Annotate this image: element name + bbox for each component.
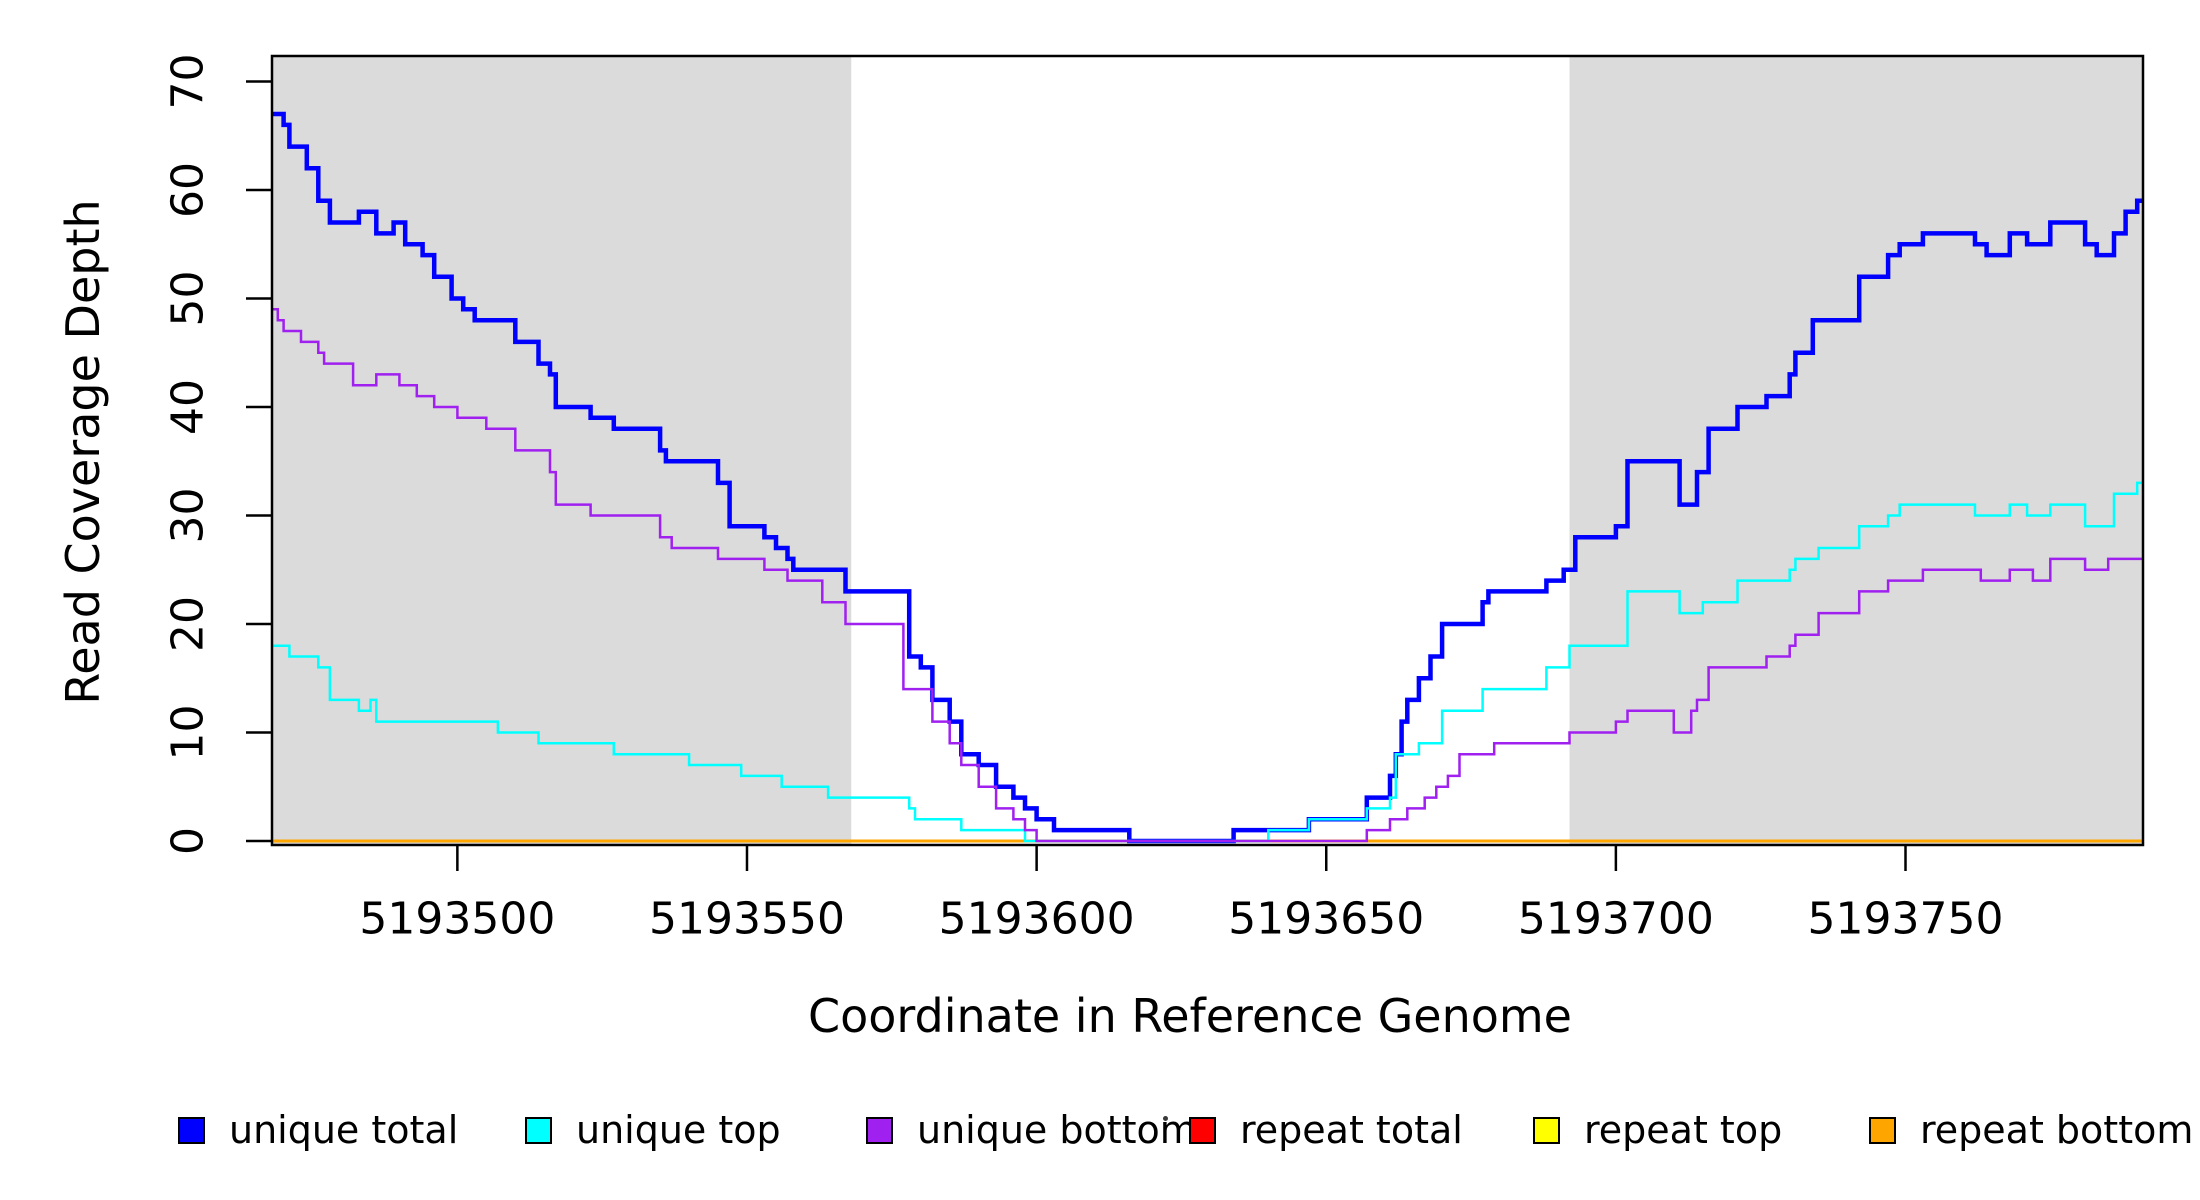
series-unique-top-line (272, 481, 2143, 843)
legend-item-repeat-bottom: repeat bottom (1869, 1108, 2193, 1152)
legend-swatch-unique-top (525, 1116, 552, 1144)
legend-label: repeat total (1240, 1108, 1463, 1152)
legend-item-unique-top: unique top (525, 1108, 781, 1152)
x-tick-label: 5193750 (1808, 893, 2004, 944)
legend-label: repeat bottom (1920, 1108, 2194, 1152)
shaded-region (1569, 56, 2143, 845)
x-tick-label: 5193550 (649, 893, 845, 944)
legend-label: unique bottom (917, 1108, 1197, 1152)
y-tick-label: 20 (162, 596, 213, 652)
legend-label: unique top (576, 1108, 781, 1152)
plot-border (270, 54, 2145, 847)
x-axis-title: Coordinate in Reference Genome (808, 989, 1572, 1043)
legend-swatch-repeat-top (1533, 1116, 1560, 1144)
legend-label: repeat top (1584, 1108, 1783, 1152)
legend-swatch-unique-total (178, 1116, 205, 1144)
legend-item-repeat-total: repeat total (1189, 1108, 1463, 1152)
y-tick-label: 10 (162, 704, 213, 760)
legend-swatch-unique-bottom (866, 1116, 893, 1144)
x-tick-label: 5193500 (359, 893, 555, 944)
x-tick-label: 5193700 (1518, 893, 1714, 944)
y-tick-label: 60 (162, 162, 213, 218)
series-unique-bottom-line (272, 308, 2143, 843)
legend-item-unique-total: unique total (178, 1108, 458, 1152)
stray-dot (1163, 1116, 1168, 1121)
legend-item-unique-bottom: unique bottom (866, 1108, 1197, 1152)
series-unique-total-line (272, 111, 2143, 844)
legend-label: unique total (229, 1108, 459, 1152)
y-axis-title: Read Coverage Depth (56, 199, 110, 705)
legend-item-repeat-top: repeat top (1533, 1108, 1782, 1152)
legend-swatch-repeat-bottom (1869, 1116, 1896, 1144)
y-tick-label: 50 (162, 270, 213, 326)
shaded-region (272, 56, 852, 845)
y-tick-label: 70 (162, 53, 213, 109)
y-tick-label: 30 (162, 487, 213, 543)
y-tick-label: 0 (162, 827, 213, 855)
legend-swatch-repeat-total (1189, 1116, 1216, 1144)
x-tick-label: 5193600 (939, 893, 1135, 944)
x-tick-label: 5193650 (1228, 893, 1424, 944)
y-tick-label: 40 (162, 379, 213, 435)
